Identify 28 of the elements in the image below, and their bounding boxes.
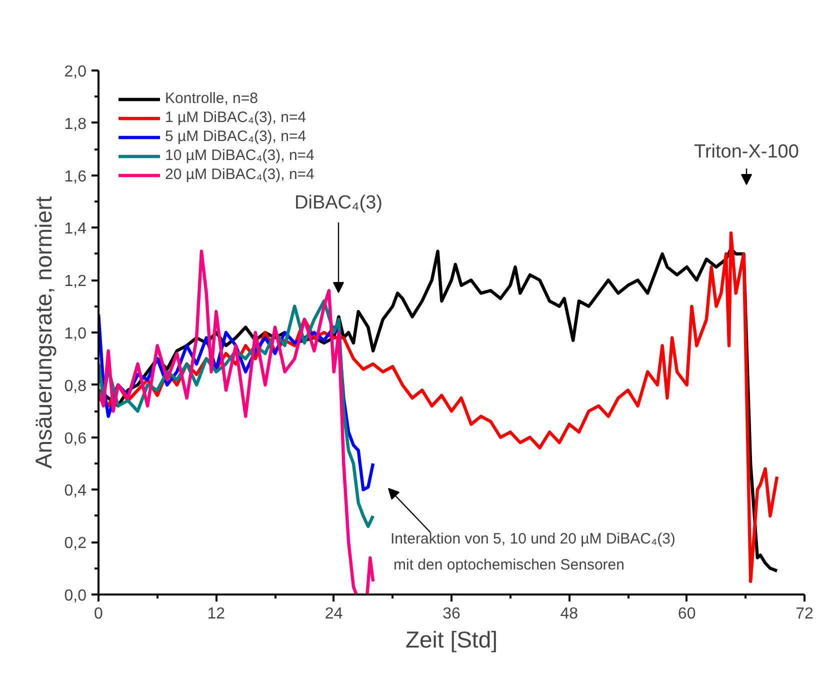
x-tick-label: 72 (796, 606, 814, 622)
y-tick-label: 2,0 (64, 64, 87, 80)
y-tick-label: 0,2 (64, 535, 87, 552)
x-tick-label: 24 (324, 606, 343, 622)
y-tick-label: 1,6 (64, 168, 87, 186)
legend-label: 5 µM DiBAC₄(3), n=4 (165, 128, 306, 145)
x-tick-label: 0 (94, 606, 104, 622)
y-tick-label: 1,8 (64, 116, 87, 133)
annotation: Interaktion von 5, 10 und 20 µM DiBAC₄(3) mit den optochemischen Sensoren (390, 530, 676, 574)
legend-label: 20 µM DiBAC₄(3), n=4 (165, 166, 314, 183)
x-tick-label: 12 (207, 606, 226, 622)
y-tick-label: 0,6 (64, 430, 87, 448)
legend-label: 10 µM DiBAC₄(3), n=4 (165, 147, 314, 164)
y-tick-label: 0,0 (64, 588, 87, 604)
x-tick-label: 60 (678, 606, 696, 622)
y-tick-label: 0,4 (64, 482, 87, 500)
y-tick-label: 0,8 (64, 378, 87, 395)
x-tick-label: 48 (560, 606, 578, 622)
y-tick-label: 1,0 (64, 326, 87, 342)
annotation: DiBAC₄(3) (294, 192, 383, 214)
y-tick-label: 1,2 (64, 273, 87, 290)
x-tick-label: 36 (442, 606, 460, 622)
legend-label: 1 µM DiBAC₄(3), n=4 (165, 109, 306, 126)
y-axis-title: Ansäuerungsrate, normiert (30, 196, 56, 469)
legend-label: Kontrolle, n=8 (165, 90, 258, 107)
y-tick-label: 1,4 (64, 220, 87, 238)
annotation: Triton-X-100 (694, 142, 799, 162)
x-axis-title: Zeit [Std] (405, 626, 498, 652)
